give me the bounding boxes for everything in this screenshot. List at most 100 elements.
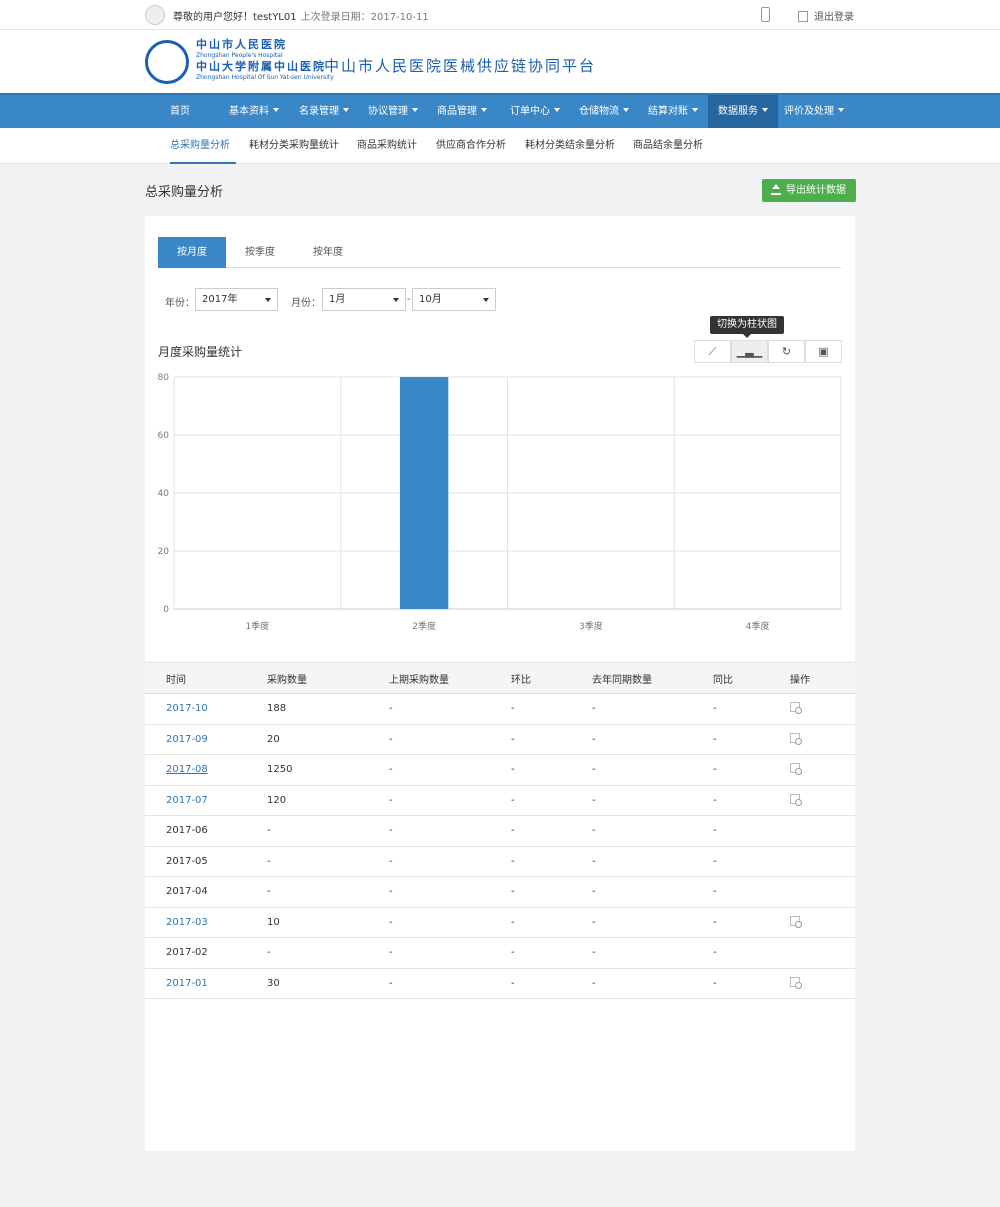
bar-chart-icon: ▁▃▁ bbox=[736, 345, 763, 358]
month-link[interactable]: 2017-09 bbox=[166, 733, 208, 745]
month-link[interactable]: 2017-07 bbox=[166, 794, 208, 806]
subnav-item-3[interactable]: 供应商合作分析 bbox=[436, 140, 506, 151]
table-cell: - bbox=[592, 785, 713, 816]
line-chart-icon: ⟋ bbox=[708, 345, 717, 358]
nav-item-8[interactable]: 数据服务 bbox=[708, 95, 778, 128]
month-link[interactable]: 2017-10 bbox=[166, 703, 208, 715]
bar bbox=[399, 377, 449, 609]
table-cell: 2017-10 bbox=[145, 693, 267, 725]
table-cell: - bbox=[389, 846, 511, 877]
month-from-select[interactable]: 1月 bbox=[322, 288, 406, 311]
month-separator: - bbox=[407, 294, 411, 305]
tab-monthly[interactable]: 按月度 bbox=[158, 237, 226, 268]
caret-down-icon bbox=[692, 108, 698, 115]
nav-item-6[interactable]: 仓储物流 bbox=[569, 95, 639, 128]
month-to-select[interactable]: 10月 bbox=[412, 288, 496, 311]
caret-down-icon bbox=[762, 108, 768, 115]
top-bar: 尊敬的用户您好！testYL01 上次登录日期：2017-10-11 退出登录 bbox=[0, 0, 1000, 30]
nav-item-3[interactable]: 协议管理 bbox=[358, 95, 428, 128]
nav-item-7[interactable]: 结算对账 bbox=[638, 95, 708, 128]
logout-button[interactable]: 退出登录 bbox=[798, 8, 854, 23]
table-cell: 1250 bbox=[267, 754, 389, 786]
y-tick-label: 20 bbox=[158, 547, 170, 557]
year-value: 2017年 bbox=[202, 294, 238, 305]
nav-item-5[interactable]: 订单中心 bbox=[500, 95, 570, 128]
table-cell: - bbox=[713, 846, 790, 877]
greeting-text: 尊敬的用户您好！testYL01 bbox=[173, 12, 297, 23]
table-row: 2017-02- - - - - bbox=[145, 937, 855, 969]
nav-item-2[interactable]: 名录管理 bbox=[289, 95, 359, 128]
tab-quarterly[interactable]: 按季度 bbox=[245, 247, 275, 258]
nav-item-0[interactable]: 首页 bbox=[160, 95, 200, 128]
table-cell: - bbox=[389, 937, 511, 969]
column-header: 去年同期数量 bbox=[592, 662, 713, 694]
view-detail-icon[interactable] bbox=[790, 976, 802, 989]
table-cell: - bbox=[511, 815, 592, 847]
subnav-item-0[interactable]: 总采购量分析 bbox=[170, 128, 236, 164]
action-cell bbox=[790, 846, 855, 877]
save-icon: ▣ bbox=[818, 345, 829, 358]
nav-item-9[interactable]: 评价及处理 bbox=[774, 95, 854, 128]
action-cell bbox=[790, 876, 855, 908]
line-chart-button[interactable]: ⟋ bbox=[694, 340, 731, 363]
column-header: 环比 bbox=[511, 662, 592, 694]
table-cell: - bbox=[713, 693, 790, 725]
tab-yearly[interactable]: 按年度 bbox=[313, 247, 343, 258]
action-cell bbox=[790, 754, 855, 786]
logout-icon bbox=[798, 11, 808, 22]
nav-item-1[interactable]: 基本资料 bbox=[219, 95, 289, 128]
view-detail-icon[interactable] bbox=[790, 702, 802, 715]
chevron-down-icon bbox=[265, 298, 271, 305]
caret-down-icon bbox=[623, 108, 629, 115]
subnav-item-5[interactable]: 商品结余量分析 bbox=[633, 140, 703, 151]
subnav-item-4[interactable]: 耗材分类结余量分析 bbox=[525, 140, 615, 151]
nav-label: 首页 bbox=[170, 106, 190, 117]
table-cell: - bbox=[389, 815, 511, 847]
nav-label: 基本资料 bbox=[229, 106, 269, 117]
export-button[interactable]: 导出统计数据 bbox=[762, 179, 856, 202]
table-row: 2017-09 20- - - - bbox=[145, 724, 855, 755]
table-cell: - bbox=[389, 785, 511, 816]
mobile-icon[interactable] bbox=[761, 7, 770, 22]
table-cell: 120 bbox=[267, 785, 389, 816]
table-cell: - bbox=[511, 876, 592, 908]
year-select[interactable]: 2017年 bbox=[195, 288, 278, 311]
view-detail-icon[interactable] bbox=[790, 763, 802, 776]
view-detail-icon[interactable] bbox=[790, 793, 802, 806]
hospital-logo bbox=[145, 40, 189, 84]
period-tabs: 按月度 按季度 按年度 bbox=[158, 237, 841, 268]
column-header: 同比 bbox=[713, 662, 790, 694]
x-tick-label: 2季度 bbox=[412, 620, 436, 632]
table-cell: - bbox=[511, 754, 592, 786]
table-cell: - bbox=[592, 937, 713, 969]
table-cell: 2017-01 bbox=[145, 968, 267, 999]
bar-chart-button[interactable]: ▁▃▁ bbox=[731, 340, 768, 363]
logo-en1: Zhongshan People's Hospital bbox=[196, 52, 283, 59]
view-detail-icon[interactable] bbox=[790, 732, 802, 745]
nav-label: 数据服务 bbox=[718, 106, 758, 117]
month-from-value: 1月 bbox=[329, 294, 346, 305]
table-cell: - bbox=[713, 754, 790, 786]
month-link[interactable]: 2017-03 bbox=[166, 916, 208, 928]
view-detail-icon[interactable] bbox=[790, 915, 802, 928]
save-button[interactable]: ▣ bbox=[805, 340, 842, 363]
table-row: 2017-05- - - - - bbox=[145, 846, 855, 877]
greeting: 尊敬的用户您好！testYL01 上次登录日期：2017-10-11 bbox=[173, 8, 429, 23]
refresh-button[interactable]: ↻ bbox=[768, 340, 805, 363]
month-link[interactable]: 2017-08 bbox=[166, 764, 208, 776]
subnav-item-2[interactable]: 商品采购统计 bbox=[357, 140, 417, 151]
caret-down-icon bbox=[554, 108, 560, 115]
table-cell: - bbox=[511, 846, 592, 877]
month-label: 月份： bbox=[291, 298, 321, 309]
action-cell bbox=[790, 815, 855, 847]
table-cell: - bbox=[267, 937, 389, 969]
table-cell: 2017-05 bbox=[145, 846, 267, 877]
table-header: 时间 采购数量 上期采购数量 环比 去年同期数量 同比 操作 bbox=[145, 662, 855, 694]
nav-item-4[interactable]: 商品管理 bbox=[427, 95, 497, 128]
month-link[interactable]: 2017-01 bbox=[166, 977, 208, 989]
caret-down-icon bbox=[481, 108, 487, 115]
subnav-item-1[interactable]: 耗材分类采购量统计 bbox=[249, 140, 339, 151]
table-row: 2017-07 120- - - - bbox=[145, 785, 855, 816]
main-nav: 首页 基本资料 名录管理 协议管理 商品管理 订单中心 仓储物流 结算对账 数据服务 评价及处理 bbox=[0, 93, 1000, 128]
avatar bbox=[145, 5, 165, 25]
